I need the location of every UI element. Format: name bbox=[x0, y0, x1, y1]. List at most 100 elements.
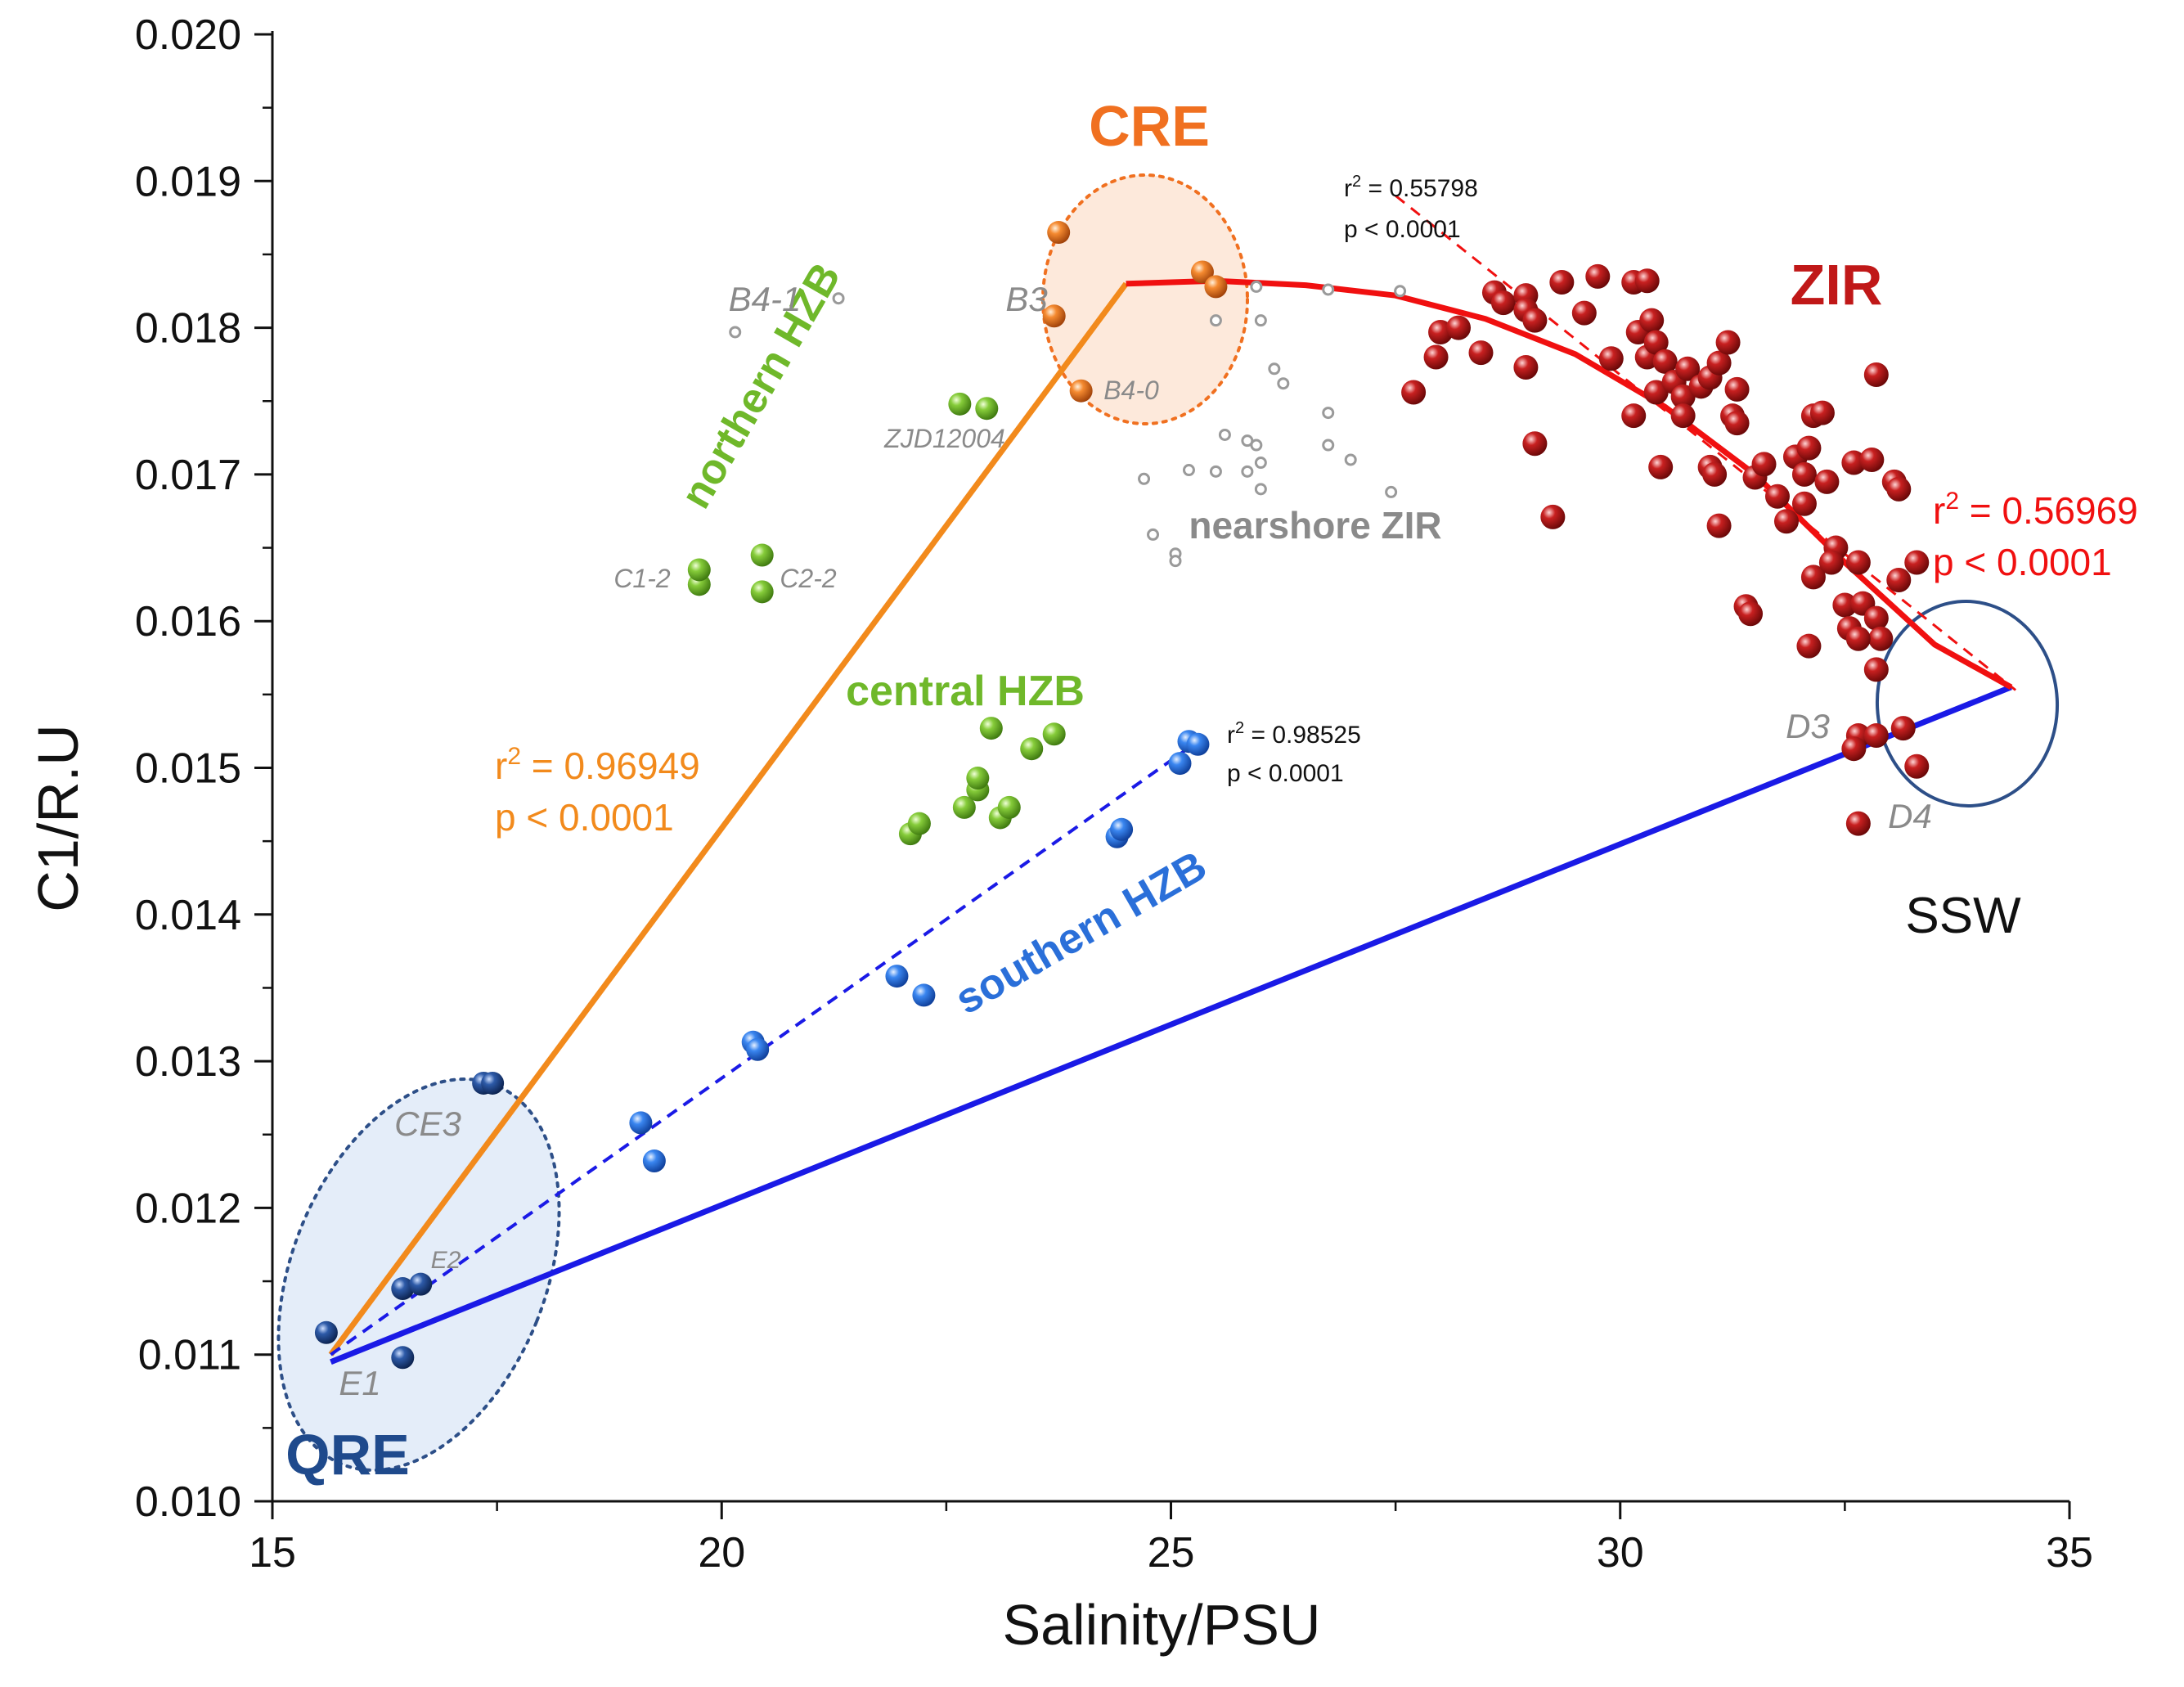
data-points bbox=[314, 221, 1930, 1370]
point-label-c2-2: C2-2 bbox=[780, 564, 837, 593]
data-point bbox=[314, 1320, 338, 1344]
data-point bbox=[948, 392, 972, 416]
data-point bbox=[1069, 379, 1093, 403]
data-point bbox=[1250, 280, 1263, 293]
data-point bbox=[1868, 626, 1894, 651]
data-point bbox=[952, 795, 976, 819]
data-point bbox=[1904, 754, 1930, 779]
data-point bbox=[1800, 565, 1826, 590]
data-point bbox=[1715, 330, 1741, 355]
data-point bbox=[1401, 380, 1427, 405]
point-label-c1-2: C1-2 bbox=[613, 564, 671, 593]
data-point bbox=[1675, 356, 1701, 381]
y-tick-label: 0.013 bbox=[135, 1038, 241, 1086]
group-label-qre: QRE bbox=[285, 1423, 410, 1487]
data-point bbox=[1814, 469, 1840, 494]
data-point bbox=[1845, 626, 1871, 651]
data-point bbox=[1147, 528, 1160, 541]
data-point bbox=[1522, 431, 1548, 457]
data-point bbox=[1751, 452, 1777, 477]
data-point bbox=[687, 558, 711, 582]
data-point bbox=[1598, 346, 1624, 371]
x-tick-label: 20 bbox=[698, 1529, 745, 1577]
data-point bbox=[1845, 811, 1871, 836]
series-nearshore-zir bbox=[729, 280, 1407, 568]
data-point bbox=[1190, 260, 1214, 284]
data-point bbox=[1764, 484, 1790, 509]
point-label-d3: D3 bbox=[1786, 707, 1830, 745]
data-point bbox=[391, 1277, 415, 1301]
data-point bbox=[1423, 344, 1449, 370]
data-point bbox=[1904, 550, 1930, 575]
x-tick-label: 35 bbox=[2046, 1529, 2093, 1577]
group-label-nearshore-zir: nearshore ZIR bbox=[1189, 504, 1441, 547]
data-point bbox=[1832, 592, 1858, 618]
series-cre bbox=[1042, 221, 1228, 403]
data-point bbox=[1643, 330, 1669, 355]
data-point bbox=[1863, 605, 1889, 631]
point-label-e1: E1 bbox=[339, 1364, 380, 1402]
group-label-southern-hzb: southern HZB bbox=[947, 842, 1215, 1023]
data-point bbox=[1634, 268, 1660, 294]
data-point bbox=[1513, 355, 1539, 380]
point-label-ce3: CE3 bbox=[394, 1104, 461, 1143]
data-point bbox=[1522, 308, 1548, 333]
data-point bbox=[1047, 221, 1071, 245]
data-point bbox=[750, 543, 774, 567]
stat-hzb-p: p < 0.0001 bbox=[1227, 760, 1344, 787]
group-label-ssw: SSW bbox=[1905, 888, 2021, 944]
data-point bbox=[409, 1272, 433, 1296]
data-point bbox=[1110, 817, 1134, 841]
data-point bbox=[1209, 314, 1222, 327]
point-label-zjd12004: ZJD12004 bbox=[883, 424, 1005, 453]
series-northern-hzb bbox=[687, 392, 999, 604]
data-point bbox=[1254, 314, 1267, 327]
data-point bbox=[1796, 435, 1822, 461]
y-tick-label: 0.015 bbox=[135, 745, 241, 793]
data-point bbox=[1706, 513, 1732, 538]
data-point bbox=[1670, 384, 1696, 409]
data-point bbox=[1268, 362, 1281, 376]
data-point bbox=[1182, 464, 1195, 477]
data-point bbox=[746, 1037, 770, 1061]
data-point bbox=[1818, 550, 1844, 575]
data-point bbox=[1344, 453, 1357, 466]
series-qre bbox=[314, 1071, 505, 1370]
data-point bbox=[1394, 285, 1407, 298]
point-label-e2: E2 bbox=[431, 1247, 461, 1274]
data-point bbox=[729, 326, 742, 339]
data-point bbox=[1322, 439, 1335, 452]
data-point bbox=[481, 1071, 505, 1095]
data-point bbox=[907, 812, 931, 835]
stat-zir-small-r2: r2 = 0.55798 bbox=[1344, 173, 1478, 202]
data-point bbox=[979, 717, 1003, 740]
y-tick-label: 0.010 bbox=[135, 1478, 241, 1526]
y-tick-label: 0.014 bbox=[135, 892, 241, 939]
data-point bbox=[1169, 555, 1182, 568]
data-point bbox=[1322, 407, 1335, 420]
data-point bbox=[642, 1149, 666, 1173]
y-tick-label: 0.019 bbox=[135, 158, 241, 205]
data-point bbox=[832, 292, 845, 305]
point-label-b3: B3 bbox=[1005, 280, 1047, 318]
data-point bbox=[1886, 567, 1912, 592]
data-point bbox=[1490, 290, 1516, 316]
data-point bbox=[1621, 403, 1647, 429]
data-point bbox=[1796, 633, 1822, 659]
line-zir-linear-fit bbox=[1395, 195, 2017, 691]
data-point bbox=[1724, 376, 1750, 402]
data-point bbox=[629, 1111, 653, 1135]
data-point bbox=[1446, 315, 1472, 340]
data-point bbox=[1218, 428, 1231, 441]
data-point bbox=[1540, 504, 1566, 529]
series-zir bbox=[1401, 263, 1930, 836]
data-point bbox=[1859, 447, 1885, 472]
x-tick-label: 25 bbox=[1148, 1529, 1195, 1577]
axis-title-y: C1/R.U bbox=[26, 724, 90, 911]
data-point bbox=[1254, 483, 1267, 496]
data-point bbox=[885, 965, 909, 988]
data-point bbox=[1322, 283, 1335, 296]
data-point bbox=[1241, 465, 1254, 478]
stat-cre-r2: r2 = 0.96949 bbox=[495, 743, 700, 787]
